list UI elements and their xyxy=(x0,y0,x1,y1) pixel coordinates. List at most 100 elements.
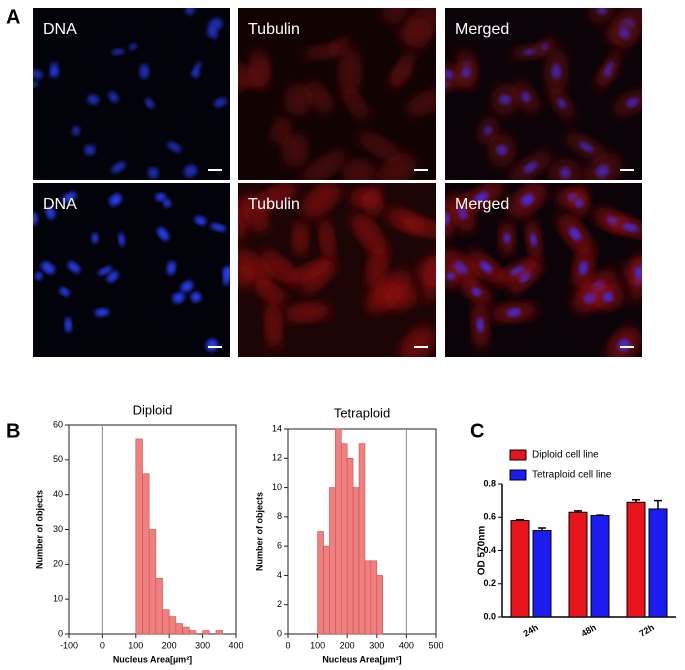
nucleus xyxy=(214,97,227,108)
bar xyxy=(510,520,530,618)
histogram-bar xyxy=(155,577,163,635)
error-bar xyxy=(654,499,662,509)
cytoplasm xyxy=(238,263,254,289)
nucleus xyxy=(87,94,100,105)
histogram-bar xyxy=(352,487,360,635)
nucleus xyxy=(541,43,549,51)
micrograph: Tubulin xyxy=(238,8,436,180)
nucleus xyxy=(222,266,230,278)
scale-bar xyxy=(208,169,222,171)
nucleus xyxy=(98,266,113,276)
cytoplasm xyxy=(259,250,299,285)
scale-bar xyxy=(414,346,428,348)
nucleus xyxy=(155,192,166,202)
nucleus xyxy=(147,167,159,179)
nucleus xyxy=(578,261,588,275)
cytoplasm xyxy=(284,83,313,116)
nucleus xyxy=(71,126,81,136)
nucleus xyxy=(530,232,537,247)
nucleus xyxy=(109,193,122,206)
y-tick-label: 10 xyxy=(272,482,282,492)
cytoplasm xyxy=(342,159,376,180)
cytoplasm xyxy=(301,150,346,180)
nucleus xyxy=(84,144,96,156)
histogram-bar xyxy=(346,457,354,635)
x-tick-label: 300 xyxy=(195,640,210,650)
nucleus xyxy=(129,43,137,51)
nucleus xyxy=(106,271,119,283)
image-bg xyxy=(33,8,230,180)
cells xyxy=(445,8,642,180)
x-tick-label: -100 xyxy=(60,640,78,650)
cytoplasm xyxy=(366,245,389,291)
histogram-bar xyxy=(142,473,150,635)
nucleus xyxy=(67,261,81,273)
nucleus xyxy=(172,292,185,304)
y-tick-label: 40 xyxy=(53,489,63,499)
cytoplasm xyxy=(416,258,436,287)
nucleus xyxy=(185,8,195,15)
histogram-bar xyxy=(358,443,366,635)
y-tick-label: 4 xyxy=(277,570,282,580)
image-label: Tubulin xyxy=(248,196,300,213)
nucleus xyxy=(41,261,55,275)
cytoplasm xyxy=(357,132,403,162)
nucleus xyxy=(569,227,582,241)
nucleus xyxy=(521,193,534,206)
nucleus xyxy=(446,272,455,281)
nucleus xyxy=(483,126,493,136)
error-bar xyxy=(516,518,524,521)
cytoplasm xyxy=(252,183,297,213)
nucleus xyxy=(33,212,38,226)
scale-bar xyxy=(208,346,222,348)
x-tick-label: 400 xyxy=(399,640,414,650)
cytoplasm xyxy=(406,88,436,117)
nucleus xyxy=(445,69,455,79)
cytoplasm xyxy=(376,153,417,180)
nucleus xyxy=(192,61,202,76)
histogram-bar xyxy=(162,609,170,635)
y-tick-label: 0.2 xyxy=(483,578,496,588)
nucleus xyxy=(206,28,218,39)
cytoplasm xyxy=(399,216,436,239)
histogram-bar xyxy=(340,443,348,635)
cytoplasm xyxy=(403,18,433,48)
y-tick-label: 12 xyxy=(272,453,282,463)
x-tick-label: 72h xyxy=(637,622,655,638)
nucleus xyxy=(162,198,172,208)
bar xyxy=(590,515,610,618)
nucleus xyxy=(471,287,482,297)
nucleus xyxy=(108,91,119,103)
y-tick-label: 10 xyxy=(53,594,63,604)
x-axis-title: Nucleus Area[µm²] xyxy=(113,654,192,664)
nucleus xyxy=(210,223,226,232)
nucleus xyxy=(183,164,198,178)
nucleus xyxy=(45,206,56,220)
y-tick-label: 6 xyxy=(277,541,282,551)
x-axis-title: Nucleus Area[µm²] xyxy=(322,654,401,664)
legend-label: Tetraploid cell line xyxy=(532,470,612,481)
histogram-bar xyxy=(188,630,197,635)
micrograph: Tubulin xyxy=(238,183,436,357)
nucleus xyxy=(496,144,508,156)
nucleus xyxy=(579,141,594,153)
nucleus xyxy=(520,91,531,103)
histogram-bar xyxy=(135,438,143,635)
nucleus xyxy=(62,192,77,203)
cells xyxy=(238,183,436,357)
histogram-bar xyxy=(317,531,324,635)
nucleus xyxy=(557,98,567,109)
micrograph: Merged xyxy=(445,8,642,180)
cytoplasm xyxy=(238,249,274,286)
nucleus xyxy=(574,198,584,208)
nucleus xyxy=(523,161,538,174)
chart-title: Tetraploid xyxy=(334,405,390,420)
nucleus xyxy=(622,223,638,232)
y-tick-label: 60 xyxy=(53,419,63,429)
histogram-bar xyxy=(182,626,190,635)
chart-title: Diploid xyxy=(133,402,173,417)
y-axis-title: OD 570nm xyxy=(477,526,488,576)
nucleus xyxy=(618,28,630,39)
x-tick-label: 0 xyxy=(285,640,290,650)
